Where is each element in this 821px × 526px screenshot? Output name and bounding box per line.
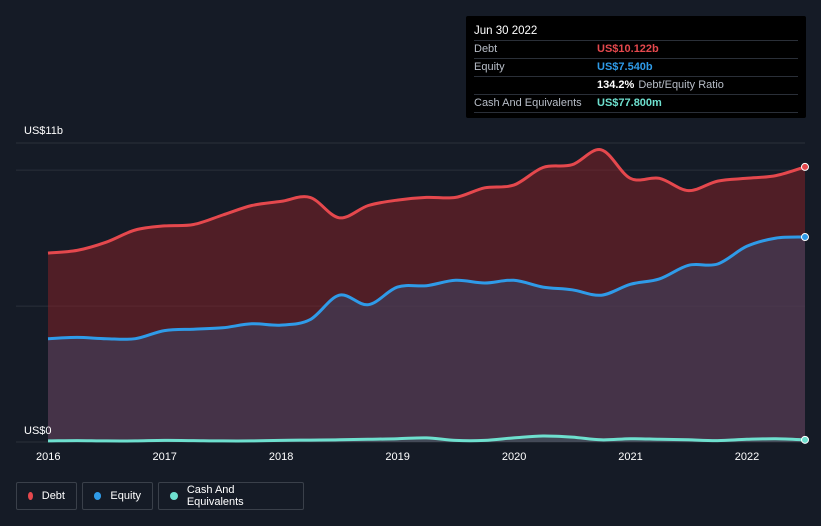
cash-end-marker [801, 435, 809, 444]
tooltip-cash-label: Cash And Equivalents [474, 97, 582, 109]
tooltip-row-ratio: 134.2% Debt/Equity Ratio [474, 76, 798, 94]
tooltip: Jun 30 2022 Debt US$10.122b Equity US$7.… [466, 16, 806, 118]
x-tick-label: 2020 [501, 451, 527, 463]
legend-equity[interactable]: Equity [82, 482, 153, 510]
tooltip-equity-label: Equity [474, 61, 505, 73]
tooltip-debt-label: Debt [474, 43, 498, 55]
tooltip-ratio-suffix: Debt/Equity Ratio [638, 79, 724, 91]
x-tick-label: 2019 [385, 451, 410, 463]
tooltip-row-debt: Debt US$10.122b [474, 40, 798, 58]
legend-debt-label: Debt [41, 490, 65, 502]
legend-equity-label: Equity [110, 490, 141, 502]
tooltip-ratio-label [474, 77, 597, 94]
tooltip-ratio-value: 134.2% [597, 79, 635, 91]
equity-end-marker [801, 233, 809, 242]
equity-area [48, 237, 805, 442]
tooltip-cash-value: US$77.800m [597, 97, 662, 109]
debt-line [47, 148, 806, 255]
debt-legend-dot-icon [28, 492, 33, 500]
x-tick-label: 2018 [268, 451, 294, 463]
equity-line [47, 235, 806, 341]
legend-debt[interactable]: Debt [16, 482, 77, 510]
x-tick-label: 2022 [734, 451, 760, 463]
x-tick-label: 2021 [618, 451, 643, 463]
x-tick-label: 2017 [152, 451, 177, 463]
legend-cash[interactable]: Cash And Equivalents [158, 482, 304, 510]
legend-cash-label: Cash And Equivalents [186, 484, 244, 508]
debt-end-marker [801, 162, 809, 171]
cash-legend-dot-icon [170, 492, 178, 500]
y-axis-bottom-label: US$0 [24, 425, 52, 437]
tooltip-debt-value: US$10.122b [597, 43, 659, 55]
equity-legend-dot-icon [94, 492, 102, 500]
y-axis-top-label: US$11b [24, 125, 63, 137]
tooltip-date: Jun 30 2022 [474, 25, 538, 37]
tooltip-row-equity: Equity US$7.540b [474, 58, 798, 76]
x-tick-label: 2016 [36, 451, 61, 463]
tooltip-row-cash: Cash And Equivalents US$77.800m [474, 94, 798, 113]
cash-line [47, 434, 806, 443]
tooltip-equity-value: US$7.540b [597, 61, 653, 73]
